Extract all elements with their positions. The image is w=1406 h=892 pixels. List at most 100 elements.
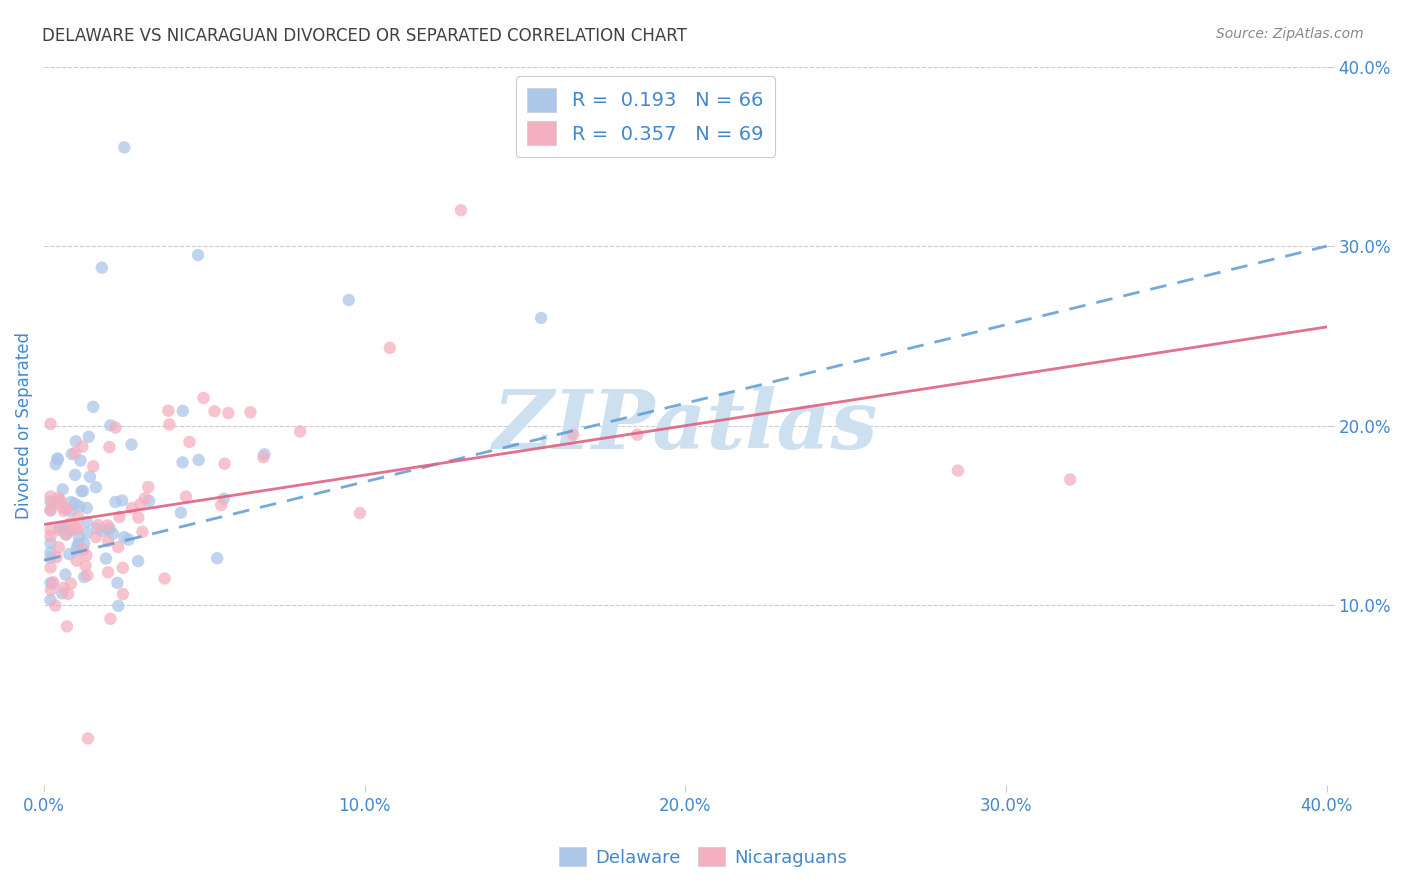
Point: [39, 582, 62, 597]
Point: [172, 404, 194, 418]
Point: [129, 497, 152, 511]
Point: [170, 506, 193, 520]
Point: [72, 483, 94, 498]
Y-axis label: Divorced or Separated: Divorced or Separated: [15, 332, 32, 519]
Point: [174, 490, 197, 504]
Point: [217, 406, 239, 420]
Point: [97, 522, 120, 536]
Point: [56, 587, 79, 601]
Point: [82, 459, 104, 474]
Point: [39, 560, 62, 574]
Point: [121, 500, 143, 515]
Point: [45, 458, 67, 472]
Point: [107, 599, 129, 613]
Point: [179, 434, 201, 449]
Point: [157, 417, 180, 432]
Point: [117, 533, 139, 547]
Point: [111, 587, 134, 601]
Point: [111, 561, 134, 575]
Point: [76, 525, 98, 540]
Point: [48, 521, 70, 535]
Point: [337, 293, 360, 307]
Point: [51, 586, 73, 600]
Legend: Delaware, Nicaraguans: Delaware, Nicaraguans: [551, 840, 855, 874]
Point: [76, 568, 98, 582]
Point: [530, 310, 553, 325]
Point: [84, 530, 107, 544]
Point: [39, 494, 62, 508]
Point: [288, 425, 311, 439]
Point: [56, 619, 79, 633]
Point: [59, 504, 82, 518]
Point: [98, 440, 121, 454]
Point: [41, 576, 63, 591]
Point: [39, 529, 62, 543]
Point: [39, 502, 62, 516]
Point: [39, 536, 62, 550]
Point: [60, 576, 83, 591]
Point: [107, 575, 129, 590]
Point: [91, 524, 114, 538]
Point: [59, 516, 82, 531]
Point: [72, 440, 94, 454]
Point: [104, 420, 127, 434]
Point: [626, 427, 648, 442]
Point: [252, 450, 274, 465]
Point: [946, 464, 969, 478]
Point: [100, 418, 122, 433]
Point: [127, 510, 149, 524]
Point: [66, 522, 89, 536]
Point: [66, 554, 89, 568]
Point: [65, 434, 87, 449]
Point: [60, 447, 83, 461]
Point: [46, 452, 69, 467]
Point: [52, 500, 75, 515]
Point: [39, 523, 62, 537]
Point: [112, 530, 135, 544]
Point: [104, 495, 127, 509]
Point: [107, 540, 129, 554]
Point: [77, 731, 100, 746]
Point: [82, 400, 104, 414]
Point: [59, 524, 82, 538]
Point: [46, 491, 69, 505]
Point: [39, 417, 62, 431]
Point: [90, 260, 112, 275]
Point: [48, 523, 70, 537]
Point: [67, 536, 90, 550]
Point: [63, 497, 86, 511]
Point: [100, 612, 122, 626]
Point: [187, 453, 209, 467]
Point: [112, 140, 135, 154]
Point: [205, 551, 228, 566]
Point: [75, 558, 97, 573]
Point: [52, 520, 75, 534]
Point: [76, 515, 98, 529]
Point: [77, 430, 100, 444]
Point: [58, 547, 80, 561]
Point: [212, 491, 235, 506]
Point: [131, 524, 153, 539]
Point: [69, 500, 91, 514]
Point: [52, 581, 75, 595]
Point: [378, 341, 401, 355]
Point: [48, 494, 70, 508]
Point: [39, 575, 62, 590]
Point: [97, 518, 120, 533]
Point: [450, 203, 472, 218]
Point: [121, 437, 143, 451]
Text: DELAWARE VS NICARAGUAN DIVORCED OR SEPARATED CORRELATION CHART: DELAWARE VS NICARAGUAN DIVORCED OR SEPAR…: [42, 27, 688, 45]
Point: [76, 500, 98, 515]
Point: [65, 543, 87, 558]
Point: [84, 480, 107, 494]
Point: [69, 453, 91, 467]
Point: [239, 405, 262, 419]
Point: [70, 484, 93, 499]
Point: [97, 534, 120, 549]
Point: [1059, 473, 1081, 487]
Point: [39, 593, 62, 607]
Point: [39, 504, 62, 518]
Legend: R =  0.193   N = 66, R =  0.357   N = 69: R = 0.193 N = 66, R = 0.357 N = 69: [516, 77, 775, 157]
Point: [67, 530, 90, 544]
Point: [41, 498, 63, 512]
